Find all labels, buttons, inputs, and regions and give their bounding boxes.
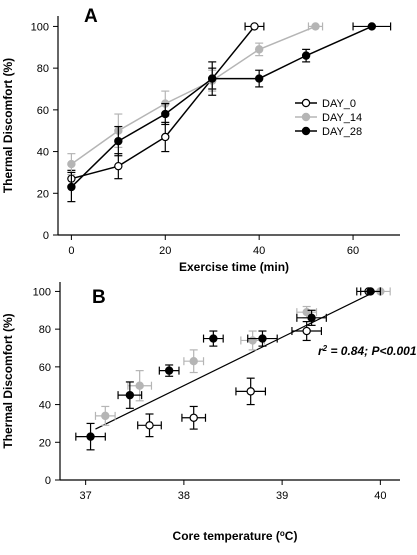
legend-marker [301,98,311,108]
series-day-28 [75,287,381,451]
x-tick-label: 20 [159,245,171,257]
series-day-0 [137,287,381,438]
legend-marker [301,112,311,122]
data-point [114,136,123,146]
data-point [161,109,170,119]
legend: DAY_0 DAY_14 DAY_28 [295,98,362,138]
y-tick-label: 100 [31,21,49,33]
x-tick-label: 39 [276,490,288,502]
data-point [67,182,76,192]
data-point [145,421,154,430]
x-tick-label: 37 [80,490,92,502]
series-day-28 [67,22,392,203]
data-point [114,161,123,171]
data-point [189,357,198,366]
series-line [70,25,316,165]
legend-label: DAY_28 [322,126,362,138]
y-tick-label: 40 [39,400,51,412]
legend-label: DAY_14 [322,112,362,124]
x-tick-label: 0 [68,245,74,257]
panel-label: A [84,6,98,27]
legend-marker [301,126,311,136]
data-point [258,334,267,343]
data-point [254,74,264,83]
y-tick-label: 0 [43,230,49,242]
data-point [101,411,110,421]
r-squared-annotation: r2 = 0.84; P<0.001 [318,344,417,359]
data-point [135,381,144,390]
data-point [161,132,170,142]
x-tick-label: 60 [347,245,359,257]
y-tick-label: 60 [39,362,51,374]
x-tick-label: 38 [178,490,190,502]
regression-line [95,290,376,430]
data-point [164,366,174,375]
data-point [367,22,377,31]
data-point [246,387,255,396]
y-tick-label: 80 [39,324,51,336]
data-point [311,22,320,31]
data-point [125,390,135,400]
panel-label: B [92,287,106,308]
y-tick-label: 60 [37,105,49,117]
y-tick-label: 80 [37,63,49,75]
data-point [307,313,316,323]
x-tick-label: 40 [253,245,265,257]
y-axis-label: Thermal Discomfort (%) [1,313,15,448]
y-tick-label: 0 [45,475,51,487]
data-point [189,413,198,422]
data-point [208,74,217,83]
panel-a: 0 20 40 60 80 100 0 20 40 60 Thermal Discomfort (%… [1,6,400,274]
y-tick-label: 100 [33,286,51,298]
y-tick-label: 40 [37,147,49,159]
data-point [248,336,257,345]
data-point [254,45,264,54]
data-point [366,287,375,296]
panel-b: 0 20 40 60 80 100 37 38 39 40 Thermal Discomfort (… [1,282,417,543]
data-point [250,22,259,31]
data-point [302,326,311,336]
y-tick-label: 20 [37,188,49,200]
data-point [301,51,311,60]
y-tick-label: 20 [39,437,51,449]
x-tick-label: 40 [374,490,386,502]
x-axis-label: Exercise time (min) [179,260,289,274]
data-point [209,334,218,343]
legend-label: DAY_0 [322,98,356,110]
data-point [86,432,95,441]
data-point [67,159,76,169]
y-axis-label: Thermal Discomfort (%) [1,58,15,193]
series-day-14 [67,22,324,176]
x-axis-label: Core temperature (oC) [173,529,298,544]
